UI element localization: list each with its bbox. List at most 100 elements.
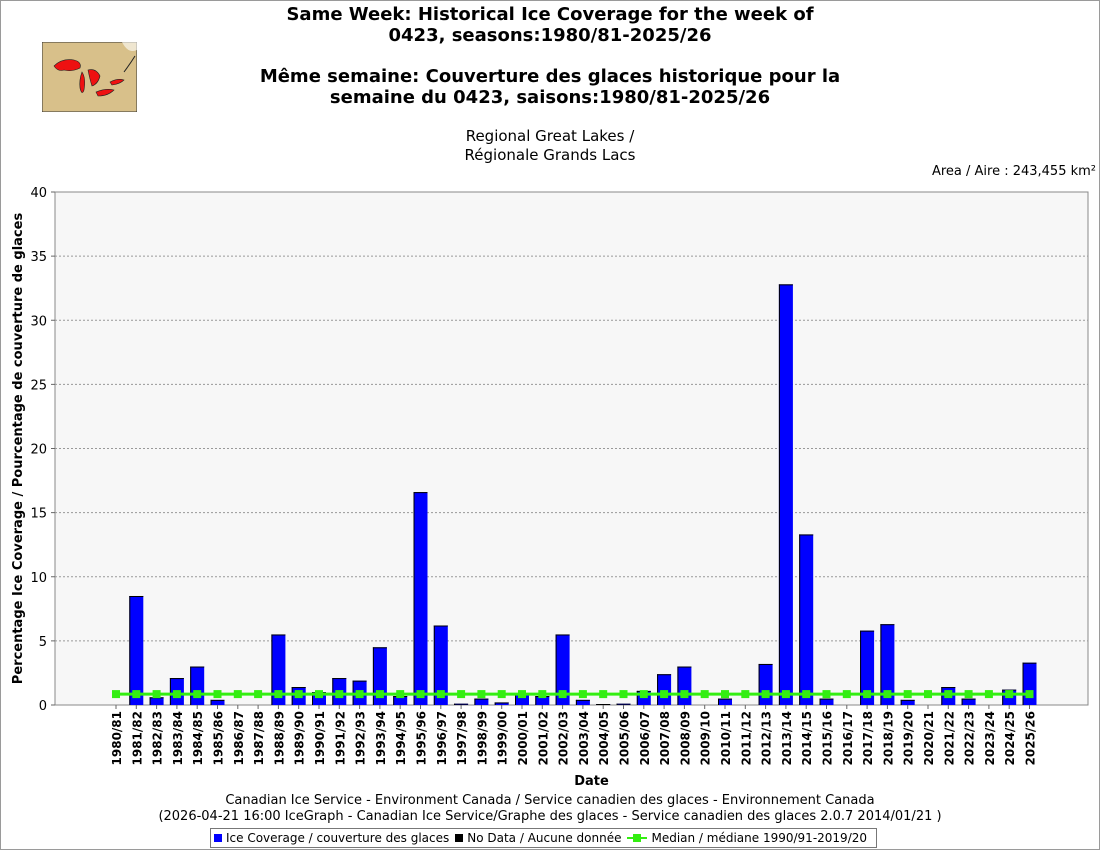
legend-nodata-label: No Data / Aucune donnée bbox=[467, 831, 622, 845]
x-tick-label: 1982/83 bbox=[151, 711, 165, 765]
median-point bbox=[375, 690, 384, 699]
y-tick-label: 25 bbox=[30, 378, 47, 393]
median-point bbox=[112, 690, 120, 699]
x-tick-label: 2000/01 bbox=[516, 711, 530, 765]
x-tick-label: 1997/98 bbox=[455, 711, 469, 765]
footer-credit: Canadian Ice Service - Environment Canad… bbox=[225, 793, 875, 808]
median-point bbox=[599, 690, 608, 699]
median-point bbox=[883, 690, 892, 699]
x-tick-label: 1986/87 bbox=[232, 711, 246, 765]
median-point bbox=[1005, 690, 1014, 699]
chart-title-french: Même semaine: Couverture des glaces hist… bbox=[140, 66, 960, 108]
chart-legend: Ice Coverage / couverture des glaces No … bbox=[210, 828, 877, 848]
y-tick-label: 15 bbox=[30, 507, 47, 522]
median-point bbox=[700, 690, 709, 699]
ice-bar bbox=[758, 663, 773, 705]
y-tick-label: 20 bbox=[30, 443, 47, 458]
x-tick-label: 1999/00 bbox=[496, 711, 510, 765]
ice-bar bbox=[271, 634, 286, 705]
x-tick-label: 2003/04 bbox=[577, 711, 591, 765]
x-tick-label: 2022/23 bbox=[963, 711, 977, 765]
ice-bar bbox=[393, 696, 408, 705]
median-point bbox=[863, 690, 872, 699]
median-point bbox=[457, 690, 466, 699]
great-lakes-map-icon bbox=[42, 42, 137, 112]
median-point bbox=[233, 690, 242, 699]
median-point bbox=[903, 690, 912, 699]
median-point bbox=[1025, 690, 1034, 699]
x-tick-label: 1984/85 bbox=[191, 711, 205, 765]
x-tick-label: 2015/16 bbox=[821, 711, 835, 765]
chart-title-english: Same Week: Historical Ice Coverage for t… bbox=[140, 4, 960, 46]
x-tick-label: 1981/82 bbox=[130, 711, 144, 765]
x-tick-label: 2017/18 bbox=[861, 711, 875, 765]
x-tick-label: 2021/22 bbox=[942, 711, 956, 765]
median-point bbox=[396, 690, 405, 699]
median-point bbox=[294, 690, 303, 699]
ice-bar bbox=[494, 702, 509, 705]
x-tick-label: 2025/26 bbox=[1024, 711, 1038, 765]
legend-item-ice: Ice Coverage / couverture des glaces bbox=[214, 831, 449, 845]
x-tick-label: 2012/13 bbox=[760, 711, 774, 765]
x-tick-label: 1989/90 bbox=[293, 711, 307, 765]
x-tick-label: 2009/10 bbox=[699, 711, 713, 765]
x-tick-label: 1983/84 bbox=[171, 711, 185, 765]
grid-lines bbox=[55, 255, 1088, 642]
ice-bar bbox=[474, 698, 489, 705]
ice-swatch-icon bbox=[214, 834, 222, 842]
region-subtitle: Regional Great Lakes / Régionale Grands … bbox=[350, 127, 750, 165]
region-line-2: Régionale Grands Lacs bbox=[464, 146, 636, 164]
median-point bbox=[842, 690, 851, 699]
x-tick-label: 2018/19 bbox=[881, 711, 895, 765]
ice-bar bbox=[900, 699, 915, 705]
x-tick-label: 2020/21 bbox=[922, 711, 936, 765]
x-tick-label: 1996/97 bbox=[435, 711, 449, 765]
median-point bbox=[193, 690, 202, 699]
x-tick-label: 1987/88 bbox=[252, 711, 266, 765]
median-point bbox=[355, 690, 364, 699]
median-line-series bbox=[112, 690, 1034, 699]
nodata-swatch-icon bbox=[455, 834, 464, 842]
ice-bar bbox=[190, 666, 205, 705]
ice-bar bbox=[575, 699, 590, 705]
x-tick-label: 1985/86 bbox=[212, 711, 226, 765]
ice-bar bbox=[778, 284, 793, 705]
median-point bbox=[964, 690, 973, 699]
median-point bbox=[924, 690, 932, 699]
median-point bbox=[538, 690, 547, 699]
x-tick-label: 2005/06 bbox=[618, 711, 632, 765]
ice-bar bbox=[880, 624, 895, 705]
median-point bbox=[254, 690, 263, 699]
x-tick-label: 2014/15 bbox=[800, 711, 814, 765]
x-tick-label: 2006/07 bbox=[638, 711, 652, 765]
median-point bbox=[172, 690, 181, 699]
median-point bbox=[761, 690, 770, 699]
median-point bbox=[335, 690, 344, 699]
x-tick-label: 1992/93 bbox=[354, 711, 368, 765]
median-point bbox=[802, 690, 811, 699]
ice-bar bbox=[149, 697, 164, 705]
median-point bbox=[721, 690, 729, 699]
y-axis-label: Percentage Ice Coverage / Pourcentage de… bbox=[11, 213, 26, 685]
x-tick-label: 2023/24 bbox=[983, 711, 997, 765]
median-point bbox=[741, 690, 750, 699]
title-en-line-1: Same Week: Historical Ice Coverage for t… bbox=[286, 4, 814, 25]
median-point bbox=[315, 690, 323, 699]
median-point bbox=[497, 690, 506, 699]
x-tick-label: 2011/12 bbox=[739, 711, 753, 765]
median-point bbox=[822, 690, 831, 699]
ice-bar bbox=[515, 693, 529, 705]
x-tick-label: 2013/14 bbox=[780, 711, 794, 765]
footer-version: (2026-04-21 16:00 IceGraph - Canadian Ic… bbox=[158, 809, 942, 824]
median-point bbox=[639, 690, 648, 699]
x-tick-label: 1991/92 bbox=[333, 711, 347, 765]
x-tick-label: 2008/09 bbox=[678, 711, 692, 765]
median-point bbox=[274, 690, 283, 699]
x-tick-label: 2019/20 bbox=[902, 711, 916, 765]
ice-bar bbox=[433, 625, 448, 705]
x-tick-label: 2016/17 bbox=[841, 711, 855, 765]
median-point bbox=[578, 690, 587, 699]
ice-bar bbox=[413, 492, 428, 705]
ice-bar bbox=[210, 699, 225, 705]
